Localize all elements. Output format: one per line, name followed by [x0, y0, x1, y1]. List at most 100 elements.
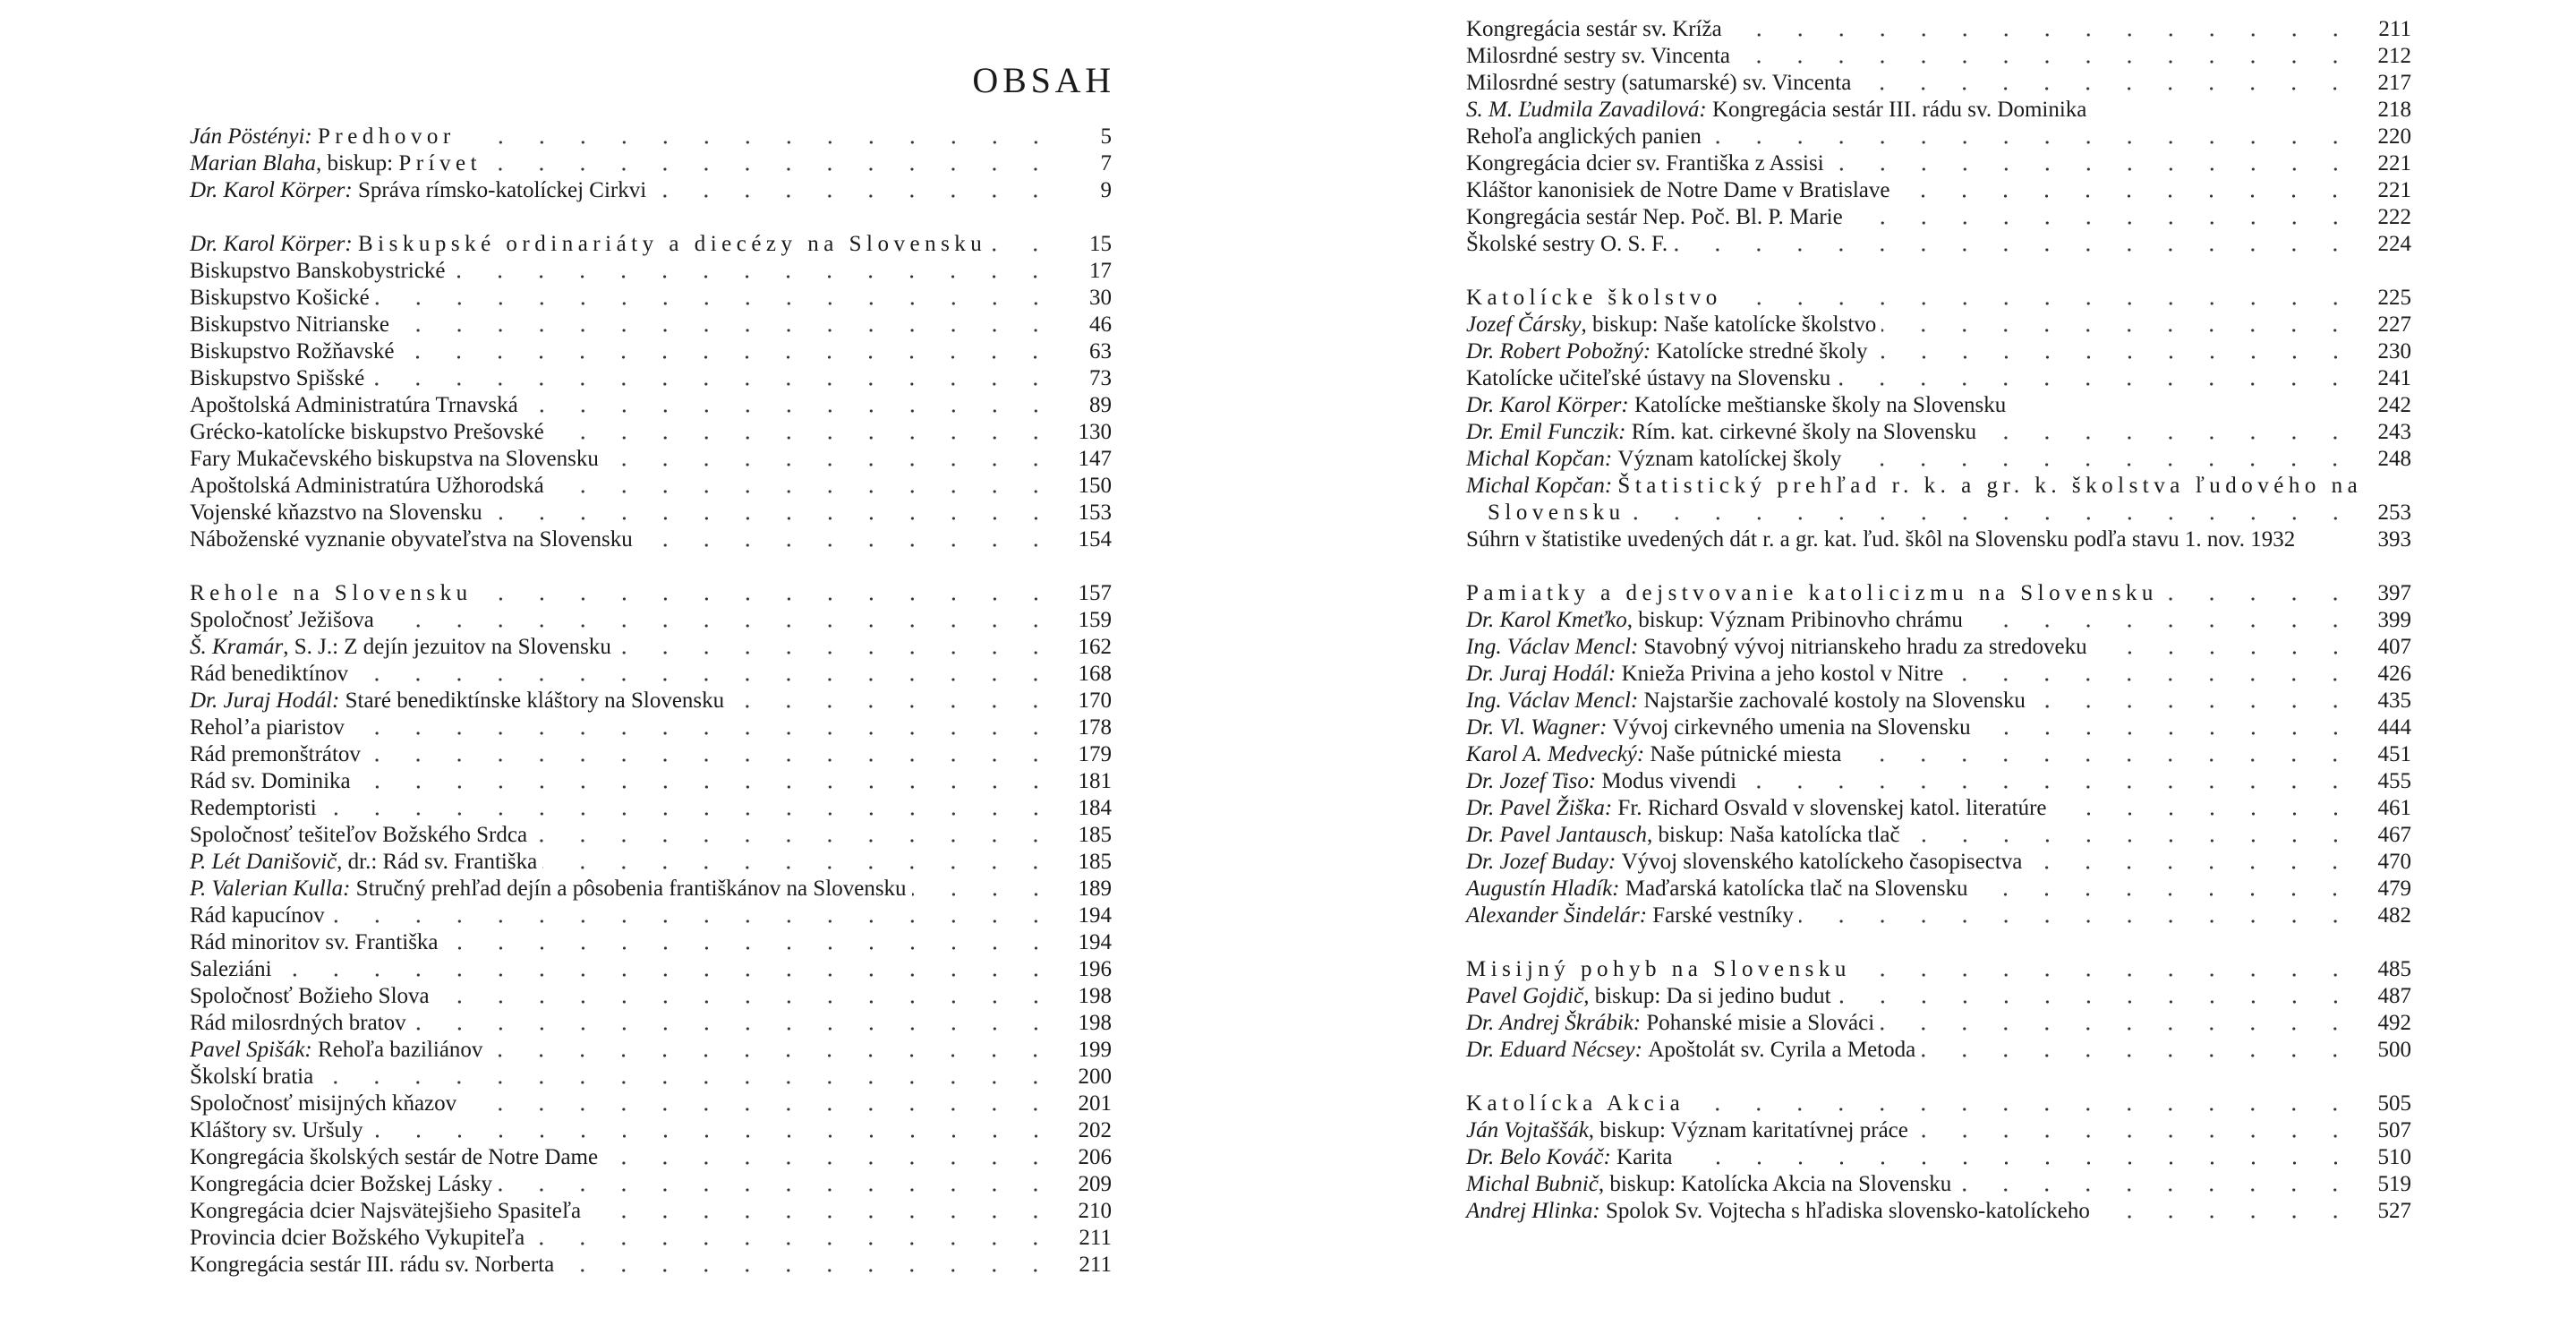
toc-entry[interactable]: Rehoľa anglických panien 220 — [1466, 124, 2411, 150]
toc-entry[interactable]: Súhrn v štatistike uvedených dát r. a gr… — [1466, 526, 2411, 553]
toc-entry[interactable]: Reholʼa piaristov 178 — [190, 714, 1112, 741]
toc-entry[interactable]: Kongregácia dcier Božskej Lásky 209 — [190, 1171, 1112, 1198]
toc-entry[interactable]: Jozef Čársky, biskup: Naše katolícke ško… — [1466, 312, 2411, 338]
toc-section-heading[interactable]: Katolícke školstvo 225 — [1466, 285, 2411, 312]
toc-section-heading[interactable]: Slovensku 253 — [1466, 500, 2411, 526]
entry-text: Knieža Privina a jeho kostol v Nitre — [1621, 662, 1944, 686]
toc-entry[interactable]: Dr. Belo Kováč: Karita 510 — [1466, 1144, 2411, 1171]
toc-entry[interactable]: Kongregácia sestár Nep. Poč. Bl. P. Mari… — [1466, 204, 2411, 231]
toc-entry[interactable]: Marian Blaha, biskup: Prívet 7 — [190, 150, 1112, 177]
toc-entry[interactable]: Biskupstvo Spišské 73 — [190, 365, 1112, 392]
toc-entry[interactable]: Dr. Juraj Hodál: Staré benediktínske klá… — [190, 688, 1112, 714]
toc-entry[interactable]: Apoštolská Administratúra Trnavská 89 — [190, 392, 1112, 419]
toc-entry[interactable]: Kongregácia sestár III. rádu sv. Norbert… — [190, 1252, 1112, 1279]
toc-entry[interactable]: Rád benediktínov 168 — [190, 661, 1112, 688]
toc-entry[interactable]: Dr. Karol Kmeťko, biskup: Význam Pribino… — [1466, 607, 2411, 634]
toc-entry[interactable]: Dr. Karol Körper: Biskupské ordinariáty … — [190, 231, 1112, 258]
toc-entry[interactable]: P. Valerian Kulla: Stručný prehľad dejín… — [190, 876, 1112, 902]
toc-entry[interactable]: Saleziáni 196 — [190, 956, 1112, 983]
toc-entry[interactable]: P. Lét Danišovič, dr.: Rád sv. Františka… — [190, 849, 1112, 876]
toc-section-heading[interactable]: Katolícka Akcia 505 — [1466, 1091, 2411, 1117]
entry-author: Dr. Andrej Škrábik: — [1466, 1011, 1647, 1035]
page-number: 154 — [1078, 527, 1113, 552]
toc-entry[interactable]: Biskupstvo Banskobystrické 17 — [190, 258, 1112, 285]
toc-entry[interactable]: Spoločnosť tešiteľov Božského Srdca 185 — [190, 822, 1112, 849]
page-number: 210 — [1078, 1199, 1113, 1223]
entry-spaced-title: Predhovor — [318, 124, 456, 149]
toc-entry[interactable]: Biskupstvo Nitrianske 46 — [190, 312, 1112, 338]
dot-leader — [1677, 1144, 2356, 1171]
toc-entry[interactable]: Milosrdné sestry (satumarské) sv. Vincen… — [1466, 70, 2411, 97]
toc-section-heading[interactable]: Misijný pohyb na Slovensku 485 — [1466, 956, 2411, 983]
toc-entry[interactable]: Katolícke učiteľské ústavy na Slovensku 2… — [1466, 365, 2411, 392]
toc-entry[interactable]: Náboženské vyznanie obyvateľstva na Slov… — [190, 526, 1112, 553]
entry-title: Spoločnosť tešiteľov Božského Srdca — [190, 822, 527, 849]
toc-entry[interactable]: Rád premonštrátov 179 — [190, 741, 1112, 768]
entry-title: Ing. Václav Mencl: Najstaršie zachovalé … — [1466, 688, 2026, 714]
toc-entry[interactable]: Spoločnosť Ježišova 159 — [190, 607, 1112, 634]
toc-entry[interactable]: Apoštolská Administratúra Užhorodská 150 — [190, 473, 1112, 500]
toc-entry[interactable]: Kongregácia sestár sv. Kríža 211 — [1466, 16, 2411, 43]
toc-entry[interactable]: Pavel Spišák: Rehoľa baziliánov 199 — [190, 1037, 1112, 1064]
dot-leader — [321, 795, 1056, 822]
toc-entry[interactable]: Dr. Eduard Nécsey: Apoštolát sv. Cyrila … — [1466, 1037, 2411, 1064]
toc-entry[interactable]: Biskupstvo Rožňavské 63 — [190, 338, 1112, 365]
toc-entry[interactable]: Grécko-katolícke biskupstvo Prešovské 130 — [190, 419, 1112, 446]
toc-entry[interactable]: Rád sv. Dominika 181 — [190, 768, 1112, 795]
toc-entry[interactable]: Dr. Vl. Wagner: Vývoj cirkevného umenia … — [1466, 714, 2411, 741]
toc-entry[interactable]: Milosrdné sestry sv. Vincenta 212 — [1466, 43, 2411, 70]
toc-entry[interactable]: Š. Kramár, S. J.: Z dejín jezuitov na Sl… — [190, 634, 1112, 661]
toc-entry[interactable]: Dr. Juraj Hodál: Knieža Privina a jeho k… — [1466, 661, 2411, 688]
toc-entry[interactable]: Kongregácia školských sestár de Notre Da… — [190, 1144, 1112, 1171]
toc-entry[interactable]: Dr. Pavel Žiška: Fr. Richard Osvald v sl… — [1466, 795, 2411, 822]
toc-entry[interactable]: Dr. Karol Körper: Správa rímsko-katolíck… — [190, 177, 1112, 204]
dot-leader — [911, 876, 1056, 902]
toc-entry[interactable]: Dr. Robert Pobožný: Katolícke stredné šk… — [1466, 338, 2411, 365]
toc-entry[interactable]: Pavel Gojdič, biskup: Da si jedino budut… — [1466, 983, 2411, 1010]
toc-entry[interactable]: Rád kapucínov 194 — [190, 902, 1112, 929]
toc-entry[interactable]: Kláštory sv. Uršuly 202 — [190, 1117, 1112, 1144]
entry-text: Rád premonštrátov — [190, 742, 361, 766]
toc-entry[interactable]: Michal Bubnič, biskup: Katolícka Akcia n… — [1466, 1171, 2411, 1198]
toc-entry[interactable]: Vojenské kňazstvo na Slovensku 153 — [190, 500, 1112, 526]
toc-entry[interactable]: Michal Kopčan: Štatistický prehľad r. k.… — [1466, 473, 2411, 500]
toc-entry[interactable]: Školskí bratia 200 — [190, 1064, 1112, 1091]
toc-entry[interactable]: Fary Mukačevského biskupstva na Slovensk… — [190, 446, 1112, 473]
entry-author: Michal Kopčan: — [1466, 447, 1618, 471]
toc-entry[interactable]: Redemptoristi 184 — [190, 795, 1112, 822]
toc-entry[interactable]: Michal Kopčan: Význam katolíckej školy 24… — [1466, 446, 2411, 473]
toc-entry[interactable]: Spoločnosť Božieho Slova 198 — [190, 983, 1112, 1010]
toc-entry[interactable]: Karol A. Medvecký: Naše pútnické miesta 4… — [1466, 741, 2411, 768]
toc-entry[interactable]: Biskupstvo Košické 30 — [190, 285, 1112, 312]
toc-entry[interactable]: Rád minoritov sv. Františka 194 — [190, 929, 1112, 956]
toc-entry[interactable]: Dr. Emil Funczik: Rím. kat. cirkevné ško… — [1466, 419, 2411, 446]
toc-entry[interactable]: Ján Pöstényi: Predhovor 5 — [190, 124, 1112, 150]
dot-leader — [374, 285, 1056, 312]
toc-entry[interactable]: Rád milosrdných bratov 198 — [190, 1010, 1112, 1037]
entry-title: Provincia dcier Božského Vykupiteľa — [190, 1225, 525, 1252]
toc-entry[interactable]: Dr. Andrej Škrábik: Pohanské misie a Slo… — [1466, 1010, 2411, 1037]
toc-entry[interactable]: Augustín Hladík: Maďarská katolícka tlač… — [1466, 876, 2411, 902]
toc-entry[interactable]: Alexander Šindelár: Farské vestníky 482 — [1466, 902, 2411, 929]
page-number: 9 — [1100, 178, 1113, 202]
toc-entry[interactable]: Kongregácia dcier sv. Františka z Assisi… — [1466, 150, 2411, 177]
toc-entry[interactable]: Ing. Václav Mencl: Najstaršie zachovalé … — [1466, 688, 2411, 714]
toc-section-heading[interactable]: Rehole na Slovensku 157 — [190, 580, 1112, 607]
toc-entry[interactable]: Kongregácia dcier Najsvätejšieho Spasite… — [190, 1198, 1112, 1225]
toc-section-heading[interactable]: Pamiatky a dejstvovanie katolicizmu na S… — [1466, 580, 2411, 607]
toc-entry[interactable]: Ing. Václav Mencl: Stavobný vývoj nitria… — [1466, 634, 2411, 661]
toc-entry[interactable]: Andrej Hlinka: Spolok Sv. Vojtecha s hľa… — [1466, 1198, 2411, 1225]
toc-entry[interactable]: Ján Vojtaššák, biskup: Význam karitatívn… — [1466, 1117, 2411, 1144]
toc-entry[interactable]: Provincia dcier Božského Vykupiteľa 211 — [190, 1225, 1112, 1252]
toc-entry[interactable]: Kláštor kanonisiek de Notre Dame v Brati… — [1466, 177, 2411, 204]
entry-text: Rehoľa anglických panien — [1466, 124, 1702, 149]
toc-entry[interactable]: Spoločnosť misijných kňazov 201 — [190, 1091, 1112, 1117]
toc-entry[interactable]: S. M. Ľudmila Zavadilová: Kongregácia se… — [1466, 97, 2411, 124]
dot-leader — [2011, 392, 2356, 419]
toc-entry[interactable]: Dr. Pavel Jantausch, biskup: Naša katolí… — [1466, 822, 2411, 849]
toc-entry[interactable]: Dr. Jozef Buday: Vývoj slovenského katol… — [1466, 849, 2411, 876]
toc-entry[interactable]: Školské sestry O. S. F. 224 — [1466, 231, 2411, 258]
entry-text: Modus vivendi — [1601, 769, 1737, 793]
toc-entry[interactable]: Dr. Jozef Tiso: Modus vivendi 455 — [1466, 768, 2411, 795]
toc-entry[interactable]: Dr. Karol Körper: Katolícke meštianske š… — [1466, 392, 2411, 419]
